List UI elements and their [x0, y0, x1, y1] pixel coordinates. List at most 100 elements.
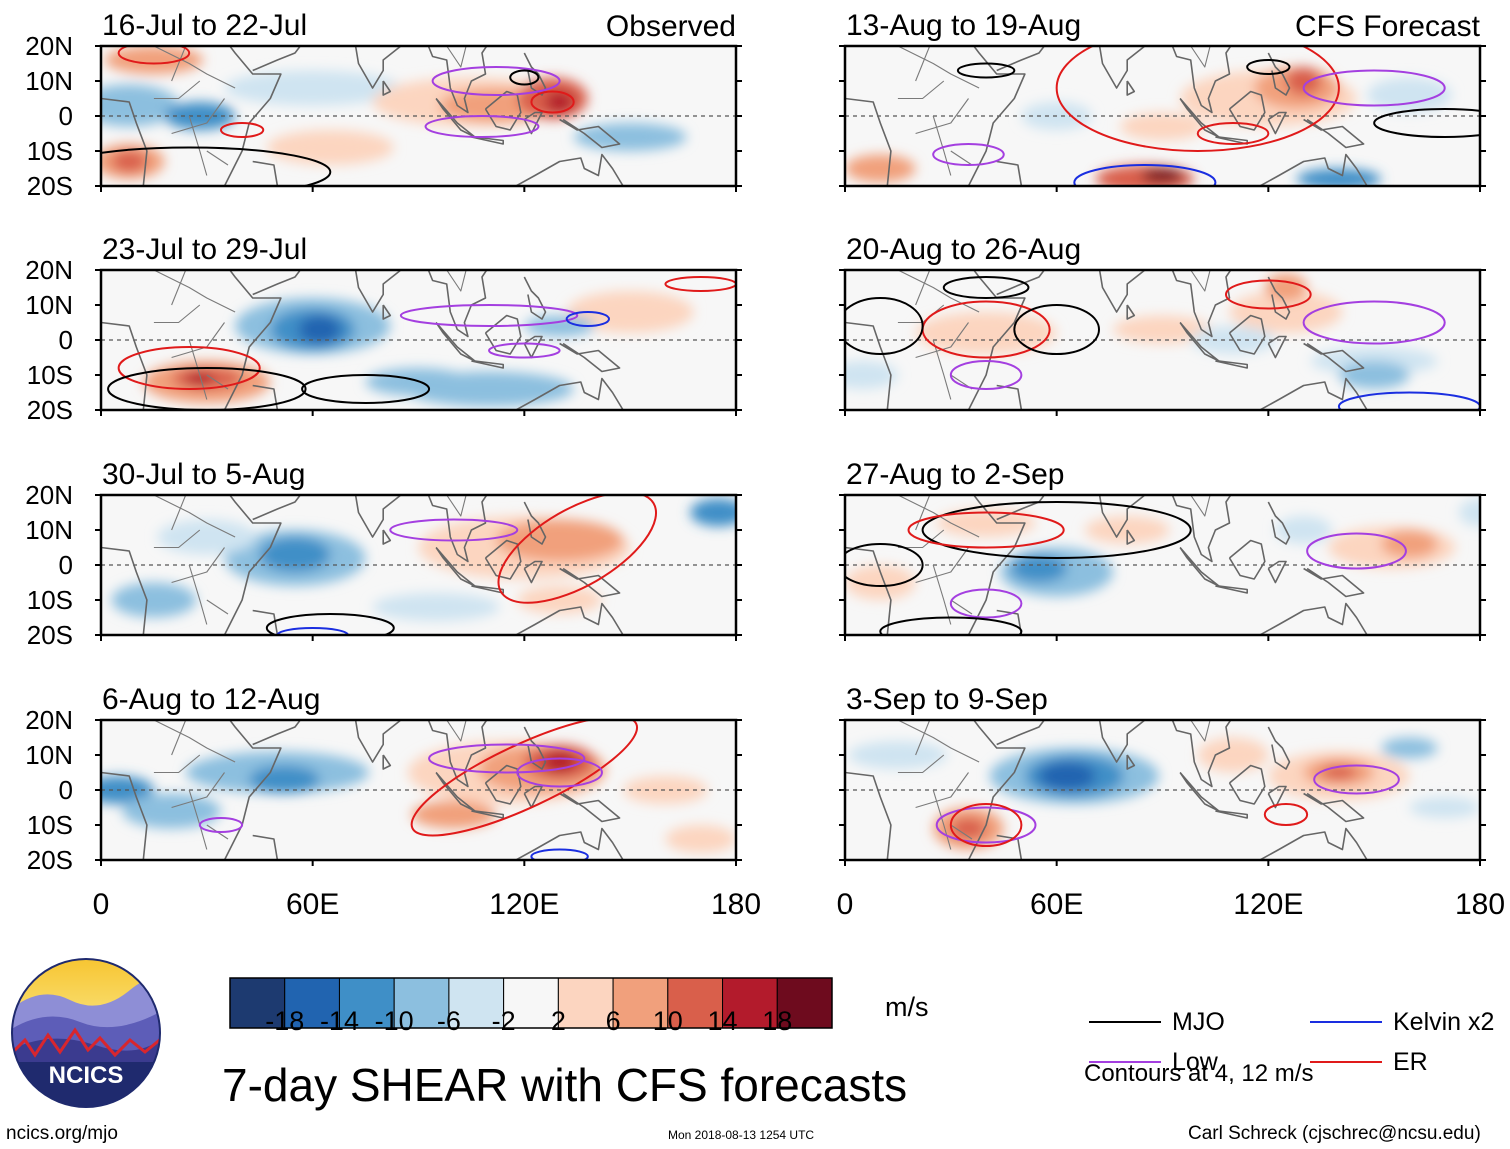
map-panel [95, 200, 742, 416]
contour-er [497, 495, 658, 604]
country-border [1190, 720, 1211, 742]
map-panel [95, 493, 742, 641]
country-border [153, 529, 201, 549]
country-border [153, 46, 236, 89]
contour-er [410, 720, 639, 837]
lat-tick-label: 0 [58, 101, 73, 131]
coastline [1098, 720, 1232, 788]
coastline [1303, 342, 1365, 373]
lat-tick-label: 20S [26, 395, 73, 425]
contour-low [389, 518, 519, 542]
country-border [206, 150, 229, 166]
country-border [897, 495, 980, 538]
country-border [932, 789, 952, 850]
contour-er [1055, 46, 1340, 152]
country-border [1190, 46, 1211, 68]
coastline [1258, 827, 1368, 860]
coastline [252, 834, 279, 860]
shear-anomaly-region [845, 154, 916, 183]
coastline [354, 46, 488, 114]
coastline [559, 118, 621, 149]
colorbar-tick-label: -18 [265, 1006, 305, 1036]
coastline [484, 539, 522, 580]
contour-mjo [1013, 304, 1100, 355]
coastline [101, 97, 148, 186]
contour-mjo [1373, 108, 1480, 138]
contour-mjo [301, 374, 431, 404]
lat-tick-label: 10N [25, 66, 73, 96]
panel-period-title: 3-Sep to 9-Sep [846, 683, 1048, 716]
shear-anomaly-region [111, 151, 147, 172]
map-panel [95, 44, 742, 192]
colorbar-tick-label: 18 [762, 1006, 793, 1036]
contour-er [117, 346, 261, 390]
colorbar-tick-label: -10 [374, 1006, 414, 1036]
coastline [484, 90, 522, 131]
coastline [1126, 529, 1136, 545]
legend-label: Kelvin x2 [1393, 1008, 1495, 1036]
colorbar-tick-label: -6 [436, 1006, 461, 1036]
coastline [577, 200, 598, 221]
colorbar-swatch [557, 977, 614, 1029]
figure-title: 7-day SHEAR with CFS forecasts [222, 1059, 908, 1111]
contour-low [424, 115, 540, 138]
shear-anomaly-region [1141, 168, 1184, 183]
panel-period-title: 16-Jul to 22-Jul [102, 9, 308, 42]
country-border [446, 270, 467, 292]
coastline [845, 97, 892, 186]
coastline [1098, 46, 1232, 114]
coastline [435, 321, 476, 362]
shear-anomaly-region [936, 509, 1036, 537]
shear-anomaly-region [1285, 67, 1322, 95]
shear-anomaly-region [524, 315, 595, 337]
country-border [915, 98, 969, 135]
coastline [1215, 360, 1248, 369]
lat-tick-label: 10N [25, 515, 73, 545]
contour-mjo [107, 367, 307, 410]
coastline [484, 764, 522, 805]
contour-low [1302, 300, 1446, 345]
contour-low [1302, 69, 1446, 107]
contour-low [428, 743, 586, 774]
coastline [435, 771, 476, 812]
contour-mjo [509, 69, 540, 86]
contour-mjo [845, 297, 924, 355]
shear-anomaly-region [623, 776, 708, 804]
contour-low [935, 806, 1037, 844]
coastline [967, 720, 1026, 860]
panel-period-title: 6-Aug to 12-Aug [102, 683, 321, 716]
coastline [1267, 501, 1291, 545]
coastline [1321, 425, 1342, 446]
shear-anomaly-region [104, 46, 204, 74]
shear-anomaly-region [101, 84, 179, 127]
shear-anomaly-region [545, 91, 574, 113]
lat-tick-label: 10S [26, 810, 73, 840]
country-border [932, 115, 952, 176]
contour-mjo [942, 276, 1030, 299]
coastline [1267, 785, 1287, 809]
coastline [1126, 80, 1136, 96]
source-url[interactable]: ncics.org/mjo [6, 1123, 118, 1144]
lat-tick-label: 10S [26, 136, 73, 166]
coastline [223, 270, 282, 410]
coastline [845, 321, 892, 410]
legend-label: ER [1393, 1048, 1428, 1076]
country-border [950, 599, 973, 615]
coastline [845, 546, 892, 635]
contour-kelvin [530, 848, 589, 860]
colorbar-swatch [667, 977, 724, 1029]
coastline [101, 321, 148, 410]
lat-tick-label: 0 [58, 325, 73, 355]
coastline [523, 560, 543, 584]
coastline [1267, 335, 1287, 359]
lon-tick-label: 60E [1029, 888, 1084, 921]
shear-anomaly-region [1275, 516, 1332, 544]
contour-mjo [1246, 59, 1291, 75]
lat-tick-label: 0 [58, 775, 73, 805]
coastline [1303, 567, 1365, 598]
contour-low [431, 66, 561, 96]
colorbar-swatch [393, 977, 450, 1029]
coastline [514, 602, 624, 635]
coastline [996, 46, 1046, 72]
